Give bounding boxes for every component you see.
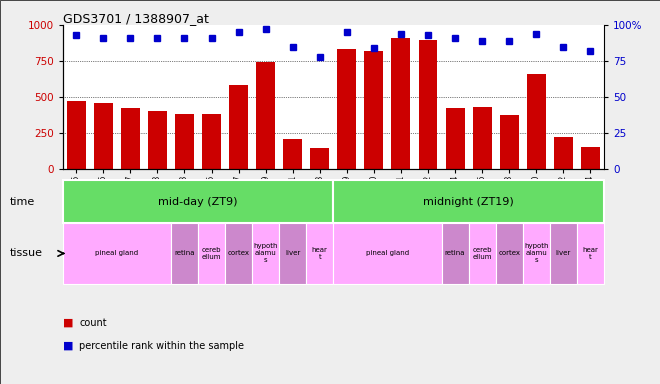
Bar [550, 223, 577, 284]
Bar [198, 223, 225, 284]
Text: liver: liver [556, 250, 571, 257]
Text: retina: retina [174, 250, 195, 257]
Bar [523, 223, 550, 284]
Text: cereb
ellum: cereb ellum [473, 247, 492, 260]
Bar [364, 51, 383, 169]
Bar [67, 101, 86, 169]
Bar [577, 223, 604, 284]
Bar [279, 223, 306, 284]
Bar [171, 223, 198, 284]
Text: hypoth
alamu
s: hypoth alamu s [253, 243, 278, 263]
Text: pineal gland: pineal gland [366, 250, 409, 257]
Bar [94, 103, 113, 169]
Bar [418, 40, 438, 169]
Bar [527, 74, 546, 169]
Text: pineal gland: pineal gland [95, 250, 139, 257]
Bar [554, 137, 573, 169]
Text: ■: ■ [63, 318, 73, 328]
Bar [581, 147, 600, 169]
Bar [256, 62, 275, 169]
Bar [63, 223, 171, 284]
Bar [333, 180, 604, 223]
Text: hear
t: hear t [582, 247, 599, 260]
Bar [337, 50, 356, 169]
Bar [306, 223, 333, 284]
Text: cereb
ellum: cereb ellum [202, 247, 221, 260]
Bar [333, 223, 442, 284]
Text: percentile rank within the sample: percentile rank within the sample [79, 341, 244, 351]
Text: hypoth
alamu
s: hypoth alamu s [524, 243, 548, 263]
Bar [469, 223, 496, 284]
Bar [391, 38, 411, 169]
Bar [442, 223, 469, 284]
Bar [310, 148, 329, 169]
Bar [175, 114, 194, 169]
Bar [283, 139, 302, 169]
Text: retina: retina [445, 250, 465, 257]
Text: tissue: tissue [10, 248, 43, 258]
Bar [229, 85, 248, 169]
Text: hear
t: hear t [312, 247, 328, 260]
Text: midnight (ZT19): midnight (ZT19) [423, 197, 514, 207]
Bar [148, 111, 167, 169]
Text: mid-day (ZT9): mid-day (ZT9) [158, 197, 238, 207]
Bar [446, 108, 465, 169]
Text: time: time [10, 197, 35, 207]
Text: cortex: cortex [498, 250, 520, 257]
Bar [500, 115, 519, 169]
Bar [473, 107, 492, 169]
Bar [63, 180, 333, 223]
Text: count: count [79, 318, 107, 328]
Bar [121, 108, 140, 169]
Bar [252, 223, 279, 284]
Bar [225, 223, 252, 284]
Text: ■: ■ [63, 341, 73, 351]
Text: GDS3701 / 1388907_at: GDS3701 / 1388907_at [63, 12, 209, 25]
Text: cortex: cortex [228, 250, 249, 257]
Bar [496, 223, 523, 284]
Text: liver: liver [285, 250, 300, 257]
Bar [202, 114, 221, 169]
